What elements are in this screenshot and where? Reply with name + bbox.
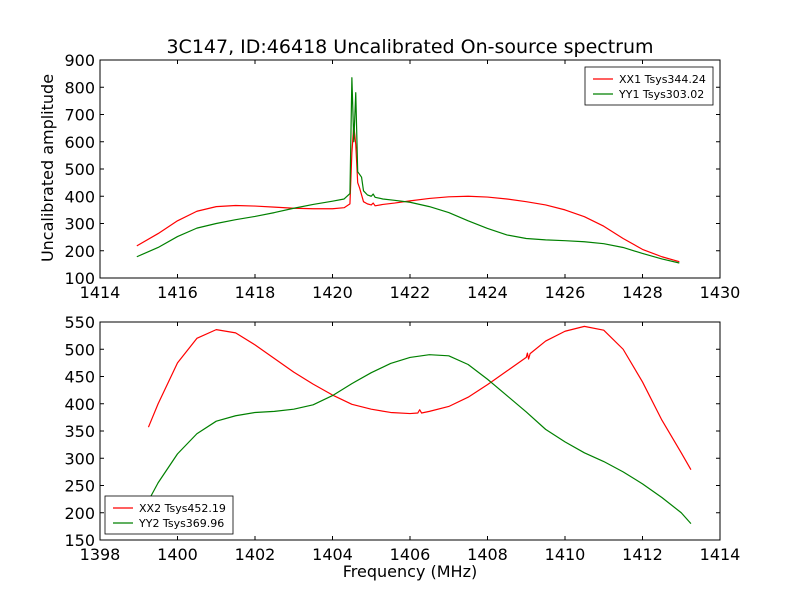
bottom-x-tick-label: 1404	[312, 545, 353, 564]
top-x-tick-label: 1420	[312, 283, 353, 302]
bottom-x-tick-label: 1412	[622, 545, 663, 564]
top-series-line-2	[136, 77, 680, 264]
top-x-tick-label: 1414	[80, 283, 121, 302]
top-legend-label-1: XX1 Tsys344.24	[619, 73, 706, 86]
top-legend-box	[584, 66, 714, 106]
top-y-tick-label: 800	[64, 78, 95, 97]
top-x-tick-label: 1424	[467, 283, 508, 302]
top-y-tick-label: 200	[64, 242, 95, 261]
bottom-series-line-1	[147, 325, 692, 470]
bottom-y-tick-label: 400	[64, 395, 95, 414]
bottom-x-tick-label: 1400	[157, 545, 198, 564]
top-legend-label-2: YY1 Tsys303.02	[618, 88, 704, 101]
bottom-y-tick-label: 300	[64, 449, 95, 468]
bottom-x-tick-label: 1410	[545, 545, 586, 564]
top-y-tick-label: 600	[64, 133, 95, 152]
bottom-y-tick-label: 500	[64, 340, 95, 359]
x-axis-label-bottom: Frequency (MHz)	[343, 562, 477, 581]
top-legend: XX1 Tsys344.24 YY1 Tsys303.02	[584, 66, 714, 106]
y-axis-label-top: Uncalibrated amplitude	[38, 74, 57, 262]
bottom-y-tick-label: 450	[64, 368, 95, 387]
bottom-x-tick-label: 1408	[467, 545, 508, 564]
top-x-tick-label: 1416	[157, 283, 198, 302]
bottom-y-tick-label: 550	[64, 313, 95, 332]
top-y-tick-label: 100	[64, 269, 95, 288]
top-y-tick-label: 300	[64, 215, 95, 234]
bottom-legend: XX2 Tsys452.19 YY2 Tsys369.96	[104, 495, 234, 535]
bottom-legend-box	[104, 495, 234, 535]
top-y-tick-label: 700	[64, 106, 95, 125]
bottom-legend-label-2: YY2 Tsys369.96	[138, 517, 224, 530]
bottom-series-line-2	[147, 354, 692, 525]
bottom-y-tick-label: 350	[64, 422, 95, 441]
top-x-tick-label: 1426	[545, 283, 586, 302]
top-x-tick-label: 1418	[235, 283, 276, 302]
top-subplot: 1414 1416 1418 1420 1422 1424 1426 1428 1430 100 2…	[64, 51, 740, 302]
top-x-tick-label: 1428	[622, 283, 663, 302]
bottom-x-tick-label: 1406	[390, 545, 431, 564]
top-x-tick-label: 1430	[700, 283, 741, 302]
top-y-tick-label: 900	[64, 51, 95, 70]
bottom-x-tick-label: 1398	[80, 545, 121, 564]
top-series-line-1	[136, 124, 680, 263]
top-x-tick-label: 1422	[390, 283, 431, 302]
bottom-x-tick-label: 1402	[235, 545, 276, 564]
top-y-tick-label: 400	[64, 187, 95, 206]
bottom-subplot: 1398 1400 1402 1404 1406 1408 1410 1412 1414 150 2…	[64, 313, 740, 564]
bottom-y-tick-label: 150	[64, 531, 95, 550]
chart-title: 3C147, ID:46418 Uncalibrated On-source s…	[166, 36, 653, 58]
bottom-y-tick-label: 200	[64, 504, 95, 523]
top-y-tick-label: 500	[64, 160, 95, 179]
bottom-legend-label-1: XX2 Tsys452.19	[139, 502, 226, 515]
bottom-x-tick-label: 1414	[700, 545, 741, 564]
bottom-y-tick-label: 250	[64, 477, 95, 496]
